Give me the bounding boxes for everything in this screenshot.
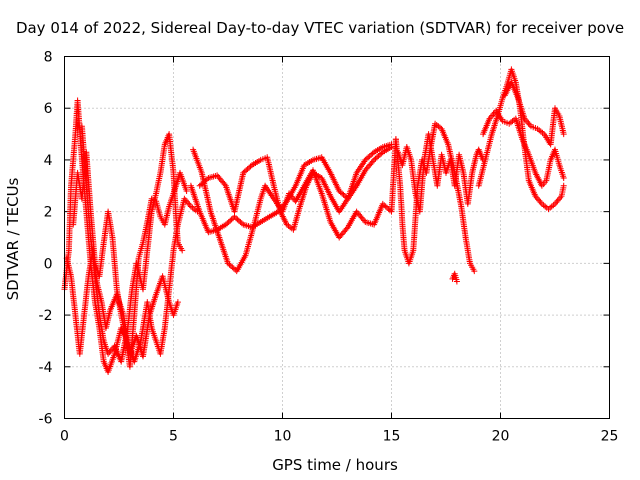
y-tick-label: 4 [44,153,53,169]
axis-ticks: 0 5 10 15 20 25 -6 -4 -2 0 2 4 6 8 [39,50,619,445]
plot-frame [64,56,610,419]
y-tick-label: -4 [39,360,53,376]
x-tick-label: 20 [492,429,510,445]
x-tick-label: 15 [383,429,401,445]
y-tick-label: -2 [39,308,53,324]
chart-title: Day 014 of 2022, Sidereal Day-to-day VTE… [16,19,624,37]
series-track [196,141,395,233]
data-points [61,66,567,375]
x-axis-label: GPS time / hours [272,456,398,474]
data-point [501,79,567,148]
series-track [187,144,395,236]
data-point [395,131,487,215]
series-track [395,131,487,215]
x-tick-label: 25 [601,429,619,445]
y-tick-label: 6 [44,101,53,117]
y-tick-label: 8 [44,50,53,66]
x-tick-label: 10 [274,429,292,445]
series-track [480,107,567,189]
x-tick-label: 5 [169,429,178,445]
y-axis-label: SDTVAR / TECUs [4,177,22,300]
data-point [187,144,395,236]
y-tick-label: -6 [39,412,53,428]
x-tick-label: 0 [60,429,69,445]
y-tick-label: 2 [44,205,53,221]
series-track [70,149,190,370]
data-point [70,149,190,370]
series-track [501,79,567,148]
data-point [196,141,395,233]
data-point [480,107,567,189]
series-track [449,270,460,285]
data-point [392,120,478,275]
data-point [449,270,460,285]
y-tick-label: 0 [44,256,53,272]
series-track [392,120,478,275]
